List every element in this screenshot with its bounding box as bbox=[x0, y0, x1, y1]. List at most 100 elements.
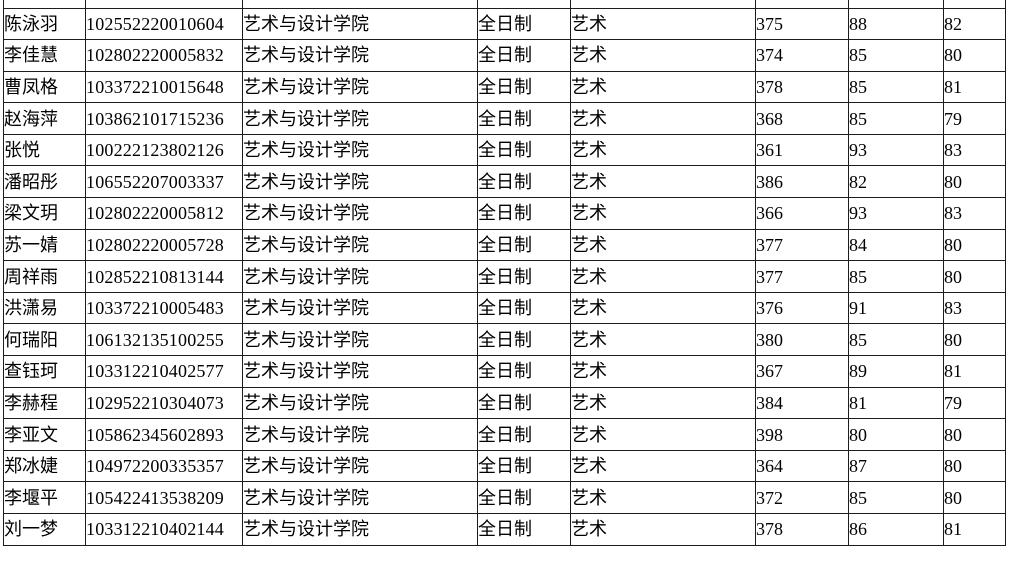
cell-exam-id: 102802220005812 bbox=[85, 197, 243, 230]
cell-subject: 艺术 bbox=[570, 449, 756, 483]
cell-score-3: 79 bbox=[943, 386, 1006, 420]
cropped-cell bbox=[943, 0, 1006, 9]
cell-exam-id: 100222123802126 bbox=[85, 133, 243, 167]
table-row: 洪潇易 103372210005483 艺术与设计学院 全日制 艺术 376 9… bbox=[3, 291, 1006, 325]
cell-college: 艺术与设计学院 bbox=[242, 102, 478, 135]
cell-subject: 艺术 bbox=[570, 39, 756, 72]
cell-study-mode: 全日制 bbox=[477, 133, 571, 167]
cell-student-name: 李赫程 bbox=[3, 386, 86, 420]
table-row: 苏一婧 102802220005728 艺术与设计学院 全日制 艺术 377 8… bbox=[3, 228, 1006, 262]
cell-subject: 艺术 bbox=[570, 355, 756, 388]
cell-score-1: 364 bbox=[755, 449, 849, 483]
cell-score-1: 366 bbox=[755, 197, 849, 230]
cropped-cell bbox=[3, 0, 86, 9]
table-row: 潘昭彤 106552207003337 艺术与设计学院 全日制 艺术 386 8… bbox=[3, 165, 1006, 199]
cell-score-3: 79 bbox=[943, 102, 1006, 135]
table-row: 刘一梦 103312210402144 艺术与设计学院 全日制 艺术 378 8… bbox=[3, 513, 1006, 546]
cell-college: 艺术与设计学院 bbox=[242, 39, 478, 72]
cell-college: 艺术与设计学院 bbox=[242, 355, 478, 388]
cell-score-2: 81 bbox=[848, 386, 944, 420]
cell-score-1: 376 bbox=[755, 291, 849, 325]
cell-score-3: 83 bbox=[943, 197, 1006, 230]
cell-study-mode: 全日制 bbox=[477, 197, 571, 230]
cell-score-3: 80 bbox=[943, 39, 1006, 72]
cell-score-3: 80 bbox=[943, 449, 1006, 483]
table-row: 李佳慧 102802220005832 艺术与设计学院 全日制 艺术 374 8… bbox=[3, 39, 1006, 72]
cropped-row-fragment bbox=[3, 0, 1006, 9]
cell-student-name: 周祥雨 bbox=[3, 260, 86, 293]
cell-score-1: 377 bbox=[755, 260, 849, 293]
cell-score-2: 89 bbox=[848, 355, 944, 388]
cell-student-name: 梁文玥 bbox=[3, 197, 86, 230]
cell-student-name: 刘一梦 bbox=[3, 513, 86, 546]
cell-score-2: 91 bbox=[848, 291, 944, 325]
table-row: 周祥雨 102852210813144 艺术与设计学院 全日制 艺术 377 8… bbox=[3, 260, 1006, 293]
table-row: 李亚文 105862345602893 艺术与设计学院 全日制 艺术 398 8… bbox=[3, 418, 1006, 451]
cell-subject: 艺术 bbox=[570, 386, 756, 420]
cell-score-1: 378 bbox=[755, 513, 849, 546]
cell-score-3: 81 bbox=[943, 513, 1006, 546]
cell-exam-id: 102802220005728 bbox=[85, 228, 243, 262]
cell-subject: 艺术 bbox=[570, 7, 756, 41]
cell-student-name: 赵海萍 bbox=[3, 102, 86, 135]
cell-college: 艺术与设计学院 bbox=[242, 418, 478, 451]
cell-study-mode: 全日制 bbox=[477, 513, 571, 546]
cell-subject: 艺术 bbox=[570, 197, 756, 230]
cell-score-2: 93 bbox=[848, 133, 944, 167]
cell-student-name: 何瑞阳 bbox=[3, 323, 86, 357]
cell-exam-id: 103862101715236 bbox=[85, 102, 243, 135]
cell-student-name: 李堰平 bbox=[3, 481, 86, 514]
cell-study-mode: 全日制 bbox=[477, 323, 571, 357]
cell-score-2: 88 bbox=[848, 7, 944, 41]
cell-score-2: 86 bbox=[848, 513, 944, 546]
cell-score-3: 80 bbox=[943, 418, 1006, 451]
cell-student-name: 李亚文 bbox=[3, 418, 86, 451]
cell-student-name: 查钰珂 bbox=[3, 355, 86, 388]
cell-score-3: 80 bbox=[943, 228, 1006, 262]
cell-score-1: 372 bbox=[755, 481, 849, 514]
cropped-cell bbox=[477, 0, 571, 9]
cell-subject: 艺术 bbox=[570, 228, 756, 262]
table-row: 曹凤格 103372210015648 艺术与设计学院 全日制 艺术 378 8… bbox=[3, 70, 1006, 104]
cell-score-1: 378 bbox=[755, 70, 849, 104]
cell-score-3: 80 bbox=[943, 260, 1006, 293]
cell-exam-id: 105862345602893 bbox=[85, 418, 243, 451]
cropped-cell bbox=[242, 0, 478, 9]
cell-score-3: 80 bbox=[943, 165, 1006, 199]
cell-score-2: 85 bbox=[848, 70, 944, 104]
cell-student-name: 苏一婧 bbox=[3, 228, 86, 262]
cell-score-3: 81 bbox=[943, 355, 1006, 388]
cell-score-2: 85 bbox=[848, 260, 944, 293]
cell-score-3: 80 bbox=[943, 323, 1006, 357]
cell-score-3: 83 bbox=[943, 291, 1006, 325]
cell-college: 艺术与设计学院 bbox=[242, 513, 478, 546]
cell-exam-id: 104972200335357 bbox=[85, 449, 243, 483]
cell-study-mode: 全日制 bbox=[477, 70, 571, 104]
cell-subject: 艺术 bbox=[570, 513, 756, 546]
table-row: 李堰平 105422413538209 艺术与设计学院 全日制 艺术 372 8… bbox=[3, 481, 1006, 514]
cell-score-1: 398 bbox=[755, 418, 849, 451]
cell-subject: 艺术 bbox=[570, 70, 756, 104]
cell-subject: 艺术 bbox=[570, 260, 756, 293]
cell-exam-id: 103312210402144 bbox=[85, 513, 243, 546]
cell-student-name: 李佳慧 bbox=[3, 39, 86, 72]
cropped-cell bbox=[570, 0, 756, 9]
cell-subject: 艺术 bbox=[570, 323, 756, 357]
cell-score-1: 384 bbox=[755, 386, 849, 420]
cell-subject: 艺术 bbox=[570, 165, 756, 199]
admission-results-table: 陈泳羽 102552220010604 艺术与设计学院 全日制 艺术 375 8… bbox=[3, 0, 1006, 546]
table-row: 张悦 100222123802126 艺术与设计学院 全日制 艺术 361 93… bbox=[3, 133, 1006, 167]
cell-score-3: 81 bbox=[943, 70, 1006, 104]
cell-score-2: 85 bbox=[848, 323, 944, 357]
cell-score-1: 377 bbox=[755, 228, 849, 262]
cell-study-mode: 全日制 bbox=[477, 228, 571, 262]
cropped-cell bbox=[848, 0, 944, 9]
cell-study-mode: 全日制 bbox=[477, 260, 571, 293]
cell-score-2: 85 bbox=[848, 481, 944, 514]
cell-study-mode: 全日制 bbox=[477, 7, 571, 41]
cell-exam-id: 105422413538209 bbox=[85, 481, 243, 514]
cell-study-mode: 全日制 bbox=[477, 386, 571, 420]
cell-score-1: 367 bbox=[755, 355, 849, 388]
cell-study-mode: 全日制 bbox=[477, 449, 571, 483]
